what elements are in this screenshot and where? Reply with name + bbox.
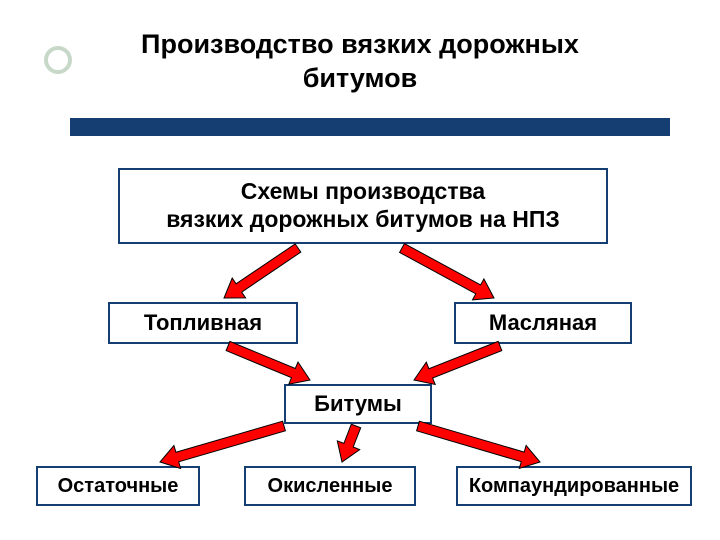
arrow bbox=[417, 421, 540, 468]
arrow bbox=[414, 341, 502, 384]
root-line2: вязких дорожных битумов на НПЗ bbox=[166, 206, 560, 234]
label-compounded: Компаундированные bbox=[469, 474, 679, 498]
box-oxidized: Окисленные bbox=[244, 466, 416, 506]
label-residual: Остаточные bbox=[58, 474, 179, 498]
label-fuel: Топливная bbox=[144, 310, 262, 336]
label-oil: Масляная bbox=[489, 310, 597, 336]
label-bitum: Битумы bbox=[314, 391, 402, 417]
slide-title: Производство вязких дорожных битумов bbox=[0, 28, 720, 96]
arrow bbox=[400, 244, 494, 300]
arrow bbox=[226, 341, 310, 384]
box-schemes-root: Схемы производства вязких дорожных битум… bbox=[118, 168, 608, 244]
label-oxidized: Окисленные bbox=[268, 474, 393, 498]
root-line1: Схемы производства bbox=[166, 178, 560, 206]
box-oil: Масляная bbox=[454, 302, 632, 344]
box-bitum: Битумы bbox=[284, 384, 432, 424]
title-line2: битумов bbox=[0, 62, 720, 96]
arrow bbox=[337, 424, 360, 462]
box-fuel: Топливная bbox=[108, 302, 298, 344]
title-line1: Производство вязких дорожных bbox=[0, 28, 720, 62]
arrow bbox=[224, 244, 301, 298]
box-residual: Остаточные bbox=[36, 466, 200, 506]
arrow bbox=[160, 421, 285, 468]
title-underline-bar bbox=[70, 118, 670, 136]
box-compounded: Компаундированные bbox=[456, 466, 692, 506]
